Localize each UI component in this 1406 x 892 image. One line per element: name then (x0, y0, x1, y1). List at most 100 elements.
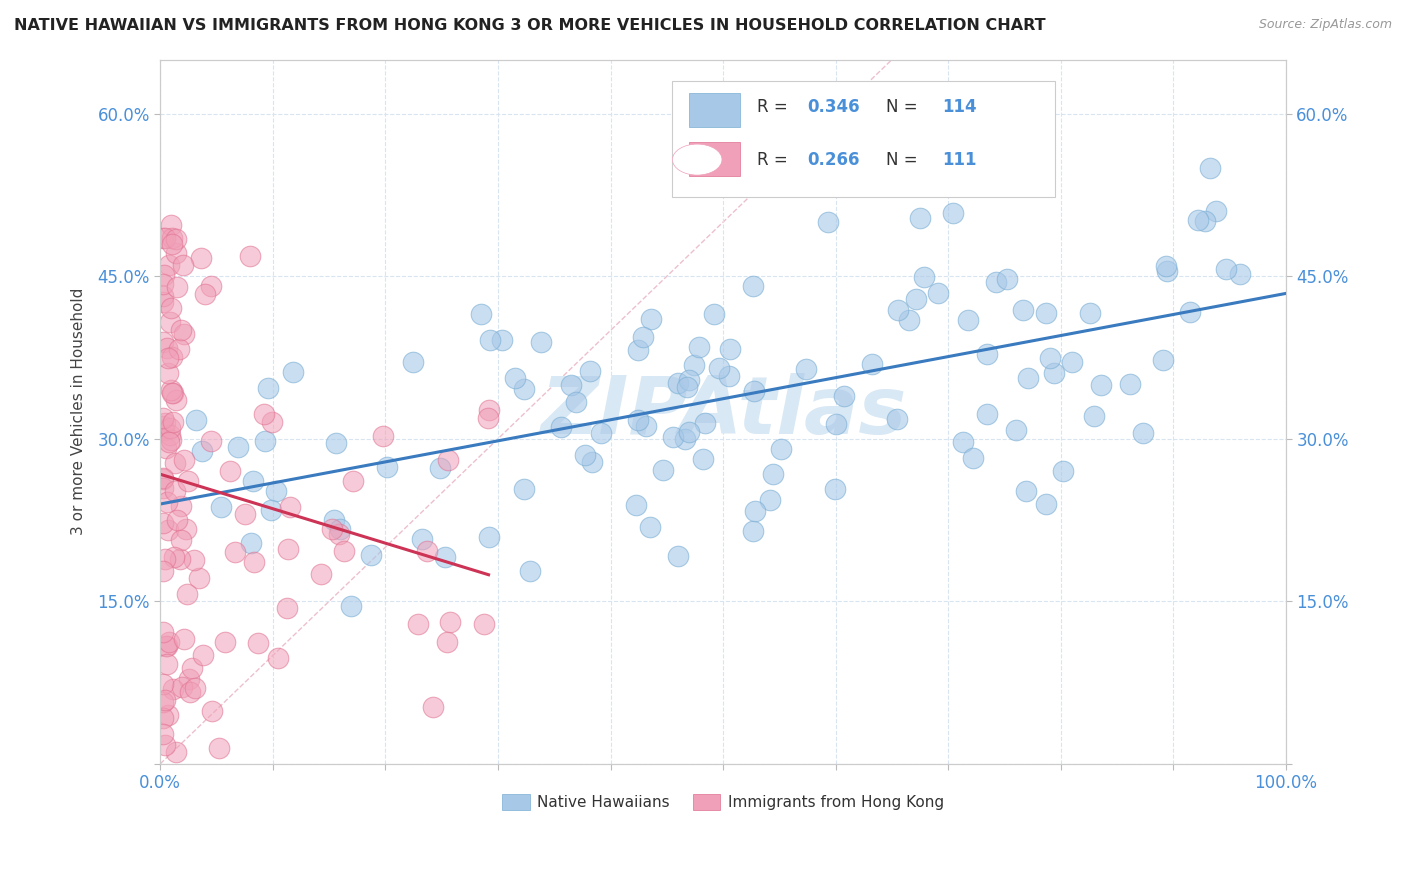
Point (309, 567, 332, 582)
Point (333, 544, 356, 558)
Point (163, 456, 186, 470)
Point (371, 429, 394, 443)
Point (1154, 259, 1177, 273)
Point (190, 444, 212, 458)
Point (156, 657, 179, 672)
Point (177, 474, 200, 488)
Point (1132, 425, 1154, 440)
Point (491, 334, 513, 348)
Point (478, 333, 501, 347)
Point (1178, 305, 1201, 319)
Point (693, 416, 716, 430)
Point (666, 549, 689, 563)
Point (179, 684, 201, 698)
Point (257, 381, 280, 395)
Text: 0.266: 0.266 (807, 151, 860, 169)
Point (173, 453, 195, 467)
Point (200, 278, 222, 293)
Point (159, 315, 181, 329)
Point (152, 471, 174, 485)
Point (153, 416, 176, 430)
Point (411, 533, 433, 547)
Point (170, 533, 193, 547)
Point (675, 379, 697, 393)
Point (329, 522, 352, 536)
Point (416, 544, 439, 558)
Point (1156, 264, 1178, 278)
Point (160, 236, 183, 251)
Point (513, 382, 536, 396)
Point (152, 334, 174, 349)
Point (910, 211, 932, 226)
Point (1005, 423, 1028, 437)
Text: R =: R = (756, 151, 793, 169)
Point (162, 681, 184, 696)
Point (165, 484, 187, 499)
Point (624, 499, 647, 513)
Point (741, 279, 763, 293)
Text: NATIVE HAWAIIAN VS IMMIGRANTS FROM HONG KONG 3 OR MORE VEHICLES IN HOUSEHOLD COR: NATIVE HAWAIIAN VS IMMIGRANTS FROM HONG … (14, 18, 1046, 33)
Text: R =: R = (756, 98, 793, 117)
Point (796, 362, 818, 376)
Point (156, 707, 179, 722)
Point (166, 280, 188, 294)
Text: 114: 114 (942, 98, 977, 117)
Point (477, 403, 499, 417)
Point (375, 460, 398, 475)
Y-axis label: 3 or more Vehicles in Household: 3 or more Vehicles in Household (72, 288, 86, 535)
Point (627, 343, 650, 357)
Point (759, 492, 782, 507)
Point (233, 507, 256, 521)
Point (153, 738, 176, 752)
Point (950, 177, 973, 191)
Point (152, 294, 174, 309)
Point (172, 259, 194, 273)
Point (157, 434, 180, 449)
Point (952, 434, 974, 449)
Point (342, 474, 364, 488)
Point (744, 504, 766, 518)
Point (153, 268, 176, 283)
Point (638, 520, 661, 534)
FancyBboxPatch shape (689, 93, 740, 127)
Point (160, 386, 183, 401)
Point (825, 417, 848, 432)
Point (159, 384, 181, 398)
Point (155, 442, 177, 456)
Point (165, 246, 187, 260)
Point (162, 415, 184, 429)
Point (340, 599, 363, 614)
Point (986, 275, 1008, 289)
Point (1078, 306, 1101, 320)
Point (360, 549, 382, 563)
Point (242, 474, 264, 488)
Point (678, 373, 700, 387)
Point (503, 371, 526, 385)
Text: N =: N = (886, 151, 924, 169)
Point (239, 249, 262, 263)
Point (253, 434, 276, 448)
Circle shape (672, 145, 721, 175)
Point (579, 364, 602, 378)
Point (1042, 366, 1064, 380)
FancyBboxPatch shape (672, 81, 1054, 197)
Point (550, 420, 572, 434)
Point (1011, 302, 1033, 317)
Point (1187, 212, 1209, 227)
Point (662, 430, 685, 444)
Point (887, 302, 910, 317)
Point (530, 334, 553, 349)
Point (666, 376, 689, 390)
Point (190, 251, 212, 265)
Point (956, 312, 979, 326)
Point (1035, 497, 1057, 511)
Point (224, 545, 246, 559)
Point (434, 550, 457, 565)
Point (832, 389, 855, 403)
Point (152, 277, 174, 291)
Point (246, 636, 269, 650)
Point (927, 286, 949, 301)
Point (627, 413, 650, 427)
Point (742, 524, 765, 538)
Point (173, 632, 195, 646)
